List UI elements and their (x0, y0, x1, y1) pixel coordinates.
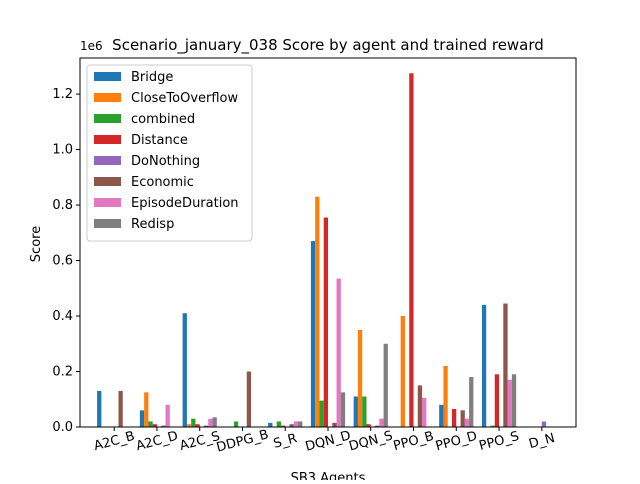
legend-swatch (94, 219, 121, 228)
legend-swatch (94, 177, 121, 186)
legend-swatch (94, 156, 121, 165)
bar-redisp-ppo_d (469, 377, 474, 427)
legend-swatch (94, 198, 121, 207)
bar-episodeduration-s_r (293, 421, 299, 427)
legend-label: DoNothing (131, 154, 200, 169)
bar-bridge-a2c_d (139, 410, 145, 427)
plot-frame (79, 57, 577, 428)
bar-episodeduration-dqn_d (336, 278, 341, 427)
y-axis-label: Score (29, 226, 44, 262)
bar-closetooverflow-ppo_b (400, 316, 405, 427)
bar-economic-ppo_b (417, 385, 423, 427)
bar-closetooverflow-ppo_d (443, 365, 448, 427)
x-tick-label: PPO_D (434, 429, 479, 454)
y-tick-label: 1.0 (52, 143, 73, 158)
x-tick-label: PPO_S (478, 429, 521, 454)
bar-bridge-a2c_b (97, 390, 102, 427)
legend-swatch (94, 135, 121, 144)
bar-episodeduration-ppo_d (464, 418, 470, 427)
y-tick-label: 1.2 (52, 87, 73, 102)
bar-bridge-ppo_d (439, 404, 444, 427)
bar-bridge-dqn_d (310, 241, 316, 427)
bar-episodeduration-dqn_s (379, 418, 384, 427)
chart-title: Scenario_january_038 Score by agent and … (112, 36, 544, 55)
bar-economic-ddpg_b (246, 371, 252, 427)
bar-bridge-ppo_s (481, 304, 487, 427)
bar-economic-ppo_s (503, 303, 508, 427)
bar-closetooverflow-a2c_s (186, 424, 192, 427)
bar-bridge-dqn_s (353, 396, 358, 427)
bar-combined-dqn_s (362, 396, 367, 427)
bar-combined-a2c_d (148, 421, 153, 427)
legend-label: Bridge (131, 70, 173, 85)
bar-episodeduration-ppo_s (507, 379, 512, 427)
bar-economic-dqn_d (332, 422, 337, 427)
y-tick-label: 0.2 (52, 365, 73, 380)
bar-redisp-s_r (298, 421, 303, 427)
bar-closetooverflow-dqn_d (315, 196, 320, 427)
bar-distance-ppo_b (409, 73, 414, 427)
bar-distance-dqn_d (323, 217, 328, 427)
bar-bridge-s_r (268, 422, 273, 427)
x-tick-label: S_R (272, 431, 299, 452)
bar-combined-ddpg_b (233, 421, 239, 427)
legend-swatch (94, 93, 121, 102)
bar-combined-dqn_d (319, 400, 324, 427)
bar-economic-a2c_s (204, 425, 209, 427)
bar-distance-ppo_d (452, 408, 457, 427)
bar-combined-a2c_s (191, 418, 196, 427)
x-tick-label: A2C_B (92, 429, 136, 454)
bar-distance-s_r (280, 425, 286, 427)
y-tick-label: 0.6 (52, 254, 73, 269)
bar-distance-a2c_s (195, 424, 200, 427)
legend-label: EpisodeDuration (131, 196, 239, 211)
x-tick-label: A2C_D (134, 429, 179, 455)
y-tick-label: 0.4 (52, 309, 73, 324)
bar-donothing-d_n (541, 421, 547, 427)
bars-group (97, 73, 547, 427)
bar-episodeduration-a2c_d (165, 404, 170, 427)
legend-label: combined (131, 112, 195, 127)
bar-distance-ppo_s (494, 374, 500, 427)
y-axis-ticks: 0.0 0.2 0.4 0.6 0.8 1.0 1.2 (52, 87, 80, 435)
bar-economic-a2c_b (118, 390, 123, 427)
legend-label: Economic (131, 175, 194, 190)
legend-label: Redisp (131, 217, 174, 232)
bar-episodeduration-a2c_s (208, 418, 213, 427)
y-tick-label: 0.8 (52, 198, 73, 213)
legend-label: CloseToOverflow (131, 91, 239, 106)
legend-label: Distance (131, 133, 188, 148)
x-tick-label: DQN_D (304, 428, 353, 455)
x-tick-label: DQN_S (347, 428, 394, 454)
bar-bridge-a2c_s (182, 313, 187, 427)
y-tick-label: 0.0 (52, 420, 73, 435)
bar-redisp-a2c_s (212, 417, 217, 427)
bar-redisp-ppo_s (511, 374, 517, 427)
bar-economic-a2c_d (161, 425, 166, 427)
legend-box (86, 64, 253, 242)
bar-episodeduration-ppo_b (422, 397, 427, 427)
bar-closetooverflow-dqn_s (357, 329, 363, 427)
y-offset-label: 1e6 (80, 39, 103, 53)
bar-closetooverflow-a2c_d (144, 392, 149, 427)
x-tick-label: PPO_B (392, 429, 436, 454)
legend: Bridge CloseToOverflow combined Distance DoN… (86, 64, 253, 242)
bar-distance-dqn_s (366, 424, 371, 427)
legend-swatch (94, 72, 121, 81)
bar-economic-s_r (289, 424, 294, 427)
legend-swatch (94, 114, 121, 123)
bar-redisp-dqn_s (383, 343, 388, 427)
x-axis-label: SB3 Agents (291, 471, 366, 480)
x-tick-label: D_N (527, 431, 556, 452)
bar-economic-ppo_d (460, 410, 465, 427)
bar-combined-s_r (276, 421, 281, 427)
bar-redisp-dqn_d (340, 392, 346, 427)
x-tick-label: DDPG_B (215, 427, 270, 455)
bar-economic-dqn_s (375, 425, 380, 427)
bar-combined-ppo_s (490, 425, 495, 427)
bar-distance-a2c_d (152, 424, 157, 427)
